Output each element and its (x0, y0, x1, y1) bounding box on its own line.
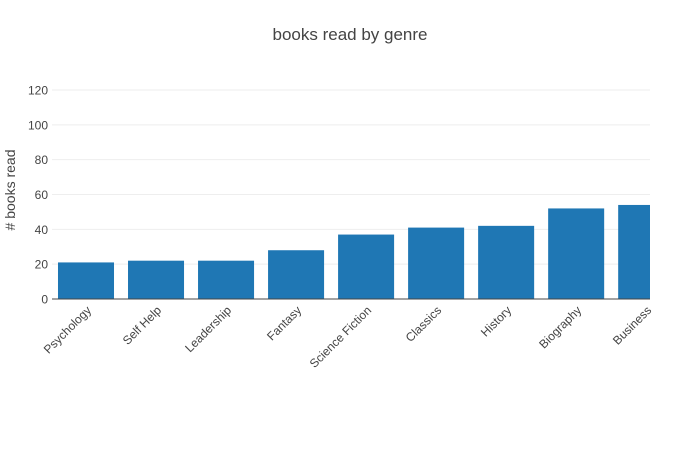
bar-history (478, 225, 535, 299)
chart-title: books read by genre (273, 25, 428, 44)
bar-leadership (198, 260, 255, 299)
x-tick-label: Fantasy (264, 303, 304, 343)
bar-fantasy (268, 250, 325, 299)
y-tick-labels: 0 20 40 60 80 100 120 (28, 84, 48, 307)
bar-classics (408, 227, 465, 299)
x-tick-label: Biography (536, 303, 584, 351)
y-tick-label: 0 (41, 293, 48, 307)
y-tick-label: 20 (35, 258, 49, 272)
y-tick-label: 100 (28, 118, 48, 132)
bar-psychology (57, 262, 115, 299)
x-tick-label: Leadership (182, 303, 234, 355)
bar-business (618, 204, 650, 299)
y-tick-label: 40 (35, 223, 49, 237)
y-axis-label: # books read (2, 150, 18, 231)
x-tick-label: History (478, 303, 514, 339)
bar-self-help (128, 260, 185, 299)
x-tick-label: Self Help (120, 303, 165, 348)
x-tick-label: Business (610, 303, 654, 347)
x-tick-label: Science Fiction (307, 303, 374, 370)
bars (57, 204, 650, 299)
y-tick-label: 120 (28, 84, 48, 98)
x-tick-labels: Psychology Self Help Leadership Fantasy Scie… (41, 303, 654, 371)
x-tick-label: Psychology (41, 303, 94, 356)
y-tick-label: 80 (35, 153, 49, 167)
y-tick-label: 60 (35, 188, 49, 202)
bar-biography (548, 208, 605, 299)
bar-science-fiction (338, 234, 395, 299)
x-tick-label: Classics (403, 303, 444, 344)
